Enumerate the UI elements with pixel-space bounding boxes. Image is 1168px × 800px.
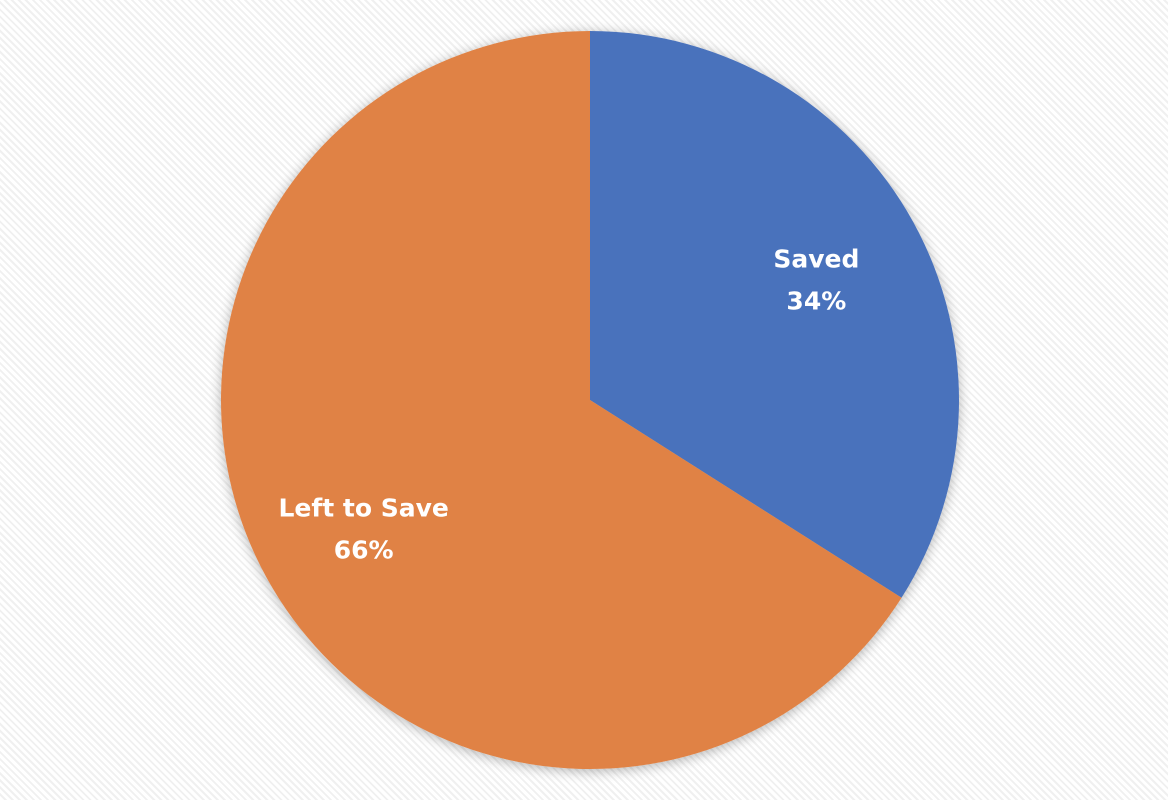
pie-slice-left-to-save — [221, 31, 902, 769]
slice-category-label: Saved — [773, 245, 859, 274]
pie-slice-saved — [590, 31, 959, 598]
slice-category-label: Left to Save — [278, 493, 448, 522]
slice-percent-label: 34% — [786, 287, 846, 316]
slice-percent-label: 66% — [334, 535, 394, 564]
